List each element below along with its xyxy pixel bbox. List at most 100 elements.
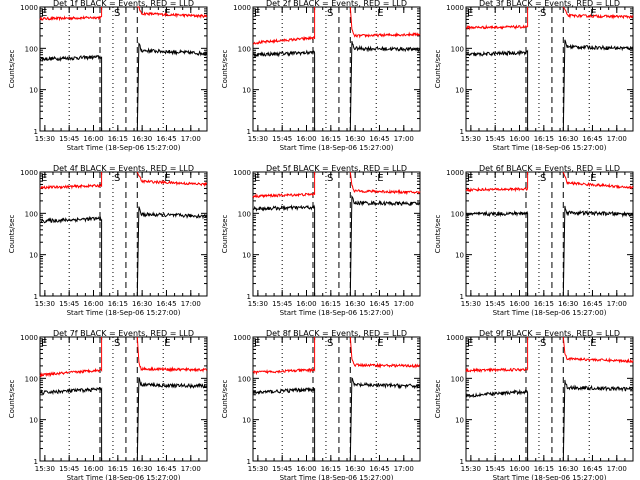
y-tick-label: 100	[25, 45, 38, 53]
lld-series-line	[252, 337, 316, 376]
y-axis-label: Counts/sec	[221, 50, 229, 89]
x-tick-label: 15:45	[59, 135, 79, 143]
lld-series-line-post	[349, 336, 420, 369]
panel-title: Det 8f BLACK = Events, RED = LLD	[266, 329, 407, 338]
marker-label-S: S	[327, 8, 333, 19]
x-axis-label: Start Time (18-Sep-06 15:27:00)	[493, 309, 607, 317]
marker-label-E: E	[41, 8, 47, 19]
y-tick-label: 10	[242, 87, 251, 95]
plot-frame	[252, 171, 421, 297]
lld-series-line-post	[136, 171, 208, 188]
x-tick-label: 17:00	[181, 135, 201, 143]
x-tick-label: 17:00	[607, 465, 627, 473]
lld-series-line-post	[562, 336, 634, 364]
x-axis-label: Start Time (18-Sep-06 15:27:00)	[280, 309, 394, 317]
x-tick-label: 17:00	[181, 465, 201, 473]
y-tick-label: 1	[34, 293, 38, 301]
plot-frame	[39, 171, 208, 297]
lld-series-line-post	[349, 171, 421, 196]
marker-label-S: S	[540, 8, 546, 19]
plot-frame	[252, 336, 421, 462]
marker-label-S: S	[327, 338, 333, 349]
x-tick-label: 15:45	[59, 300, 79, 308]
panel-title: Det 3f BLACK = Events, RED = LLD	[479, 0, 620, 8]
y-tick-label: 100	[238, 45, 251, 53]
marker-label-E: E	[467, 8, 473, 19]
y-tick-label: 1000	[446, 169, 464, 177]
x-tick-label: 16:30	[132, 465, 152, 473]
x-tick-label: 16:15	[321, 465, 341, 473]
marker-label-E: E	[377, 8, 383, 19]
marker-label-E: E	[590, 8, 596, 19]
lld-series-line	[465, 172, 529, 193]
x-tick-label: 16:45	[582, 135, 602, 143]
x-tick-label: 15:30	[35, 465, 55, 473]
y-tick-label: 10	[455, 417, 464, 425]
panel-det-6: Det 6f BLACK = Events, RED = LLD 1 10 100 10…	[434, 164, 634, 317]
x-tick-label: 16:00	[296, 465, 316, 473]
lld-series-line	[465, 7, 529, 31]
events-series-line-post	[349, 377, 420, 462]
panel-det-3: Det 3f BLACK = Events, RED = LLD 1 10 100 10…	[434, 0, 634, 152]
marker-label-E: E	[590, 173, 596, 184]
x-tick-label: 16:15	[108, 300, 128, 308]
x-tick-label: 15:30	[461, 135, 481, 143]
events-series-line-post	[562, 379, 634, 462]
y-tick-label: 10	[29, 417, 38, 425]
x-tick-label: 15:30	[35, 135, 55, 143]
marker-label-E: E	[164, 8, 170, 19]
events-series-line	[465, 49, 529, 131]
events-series-line	[252, 203, 316, 296]
x-tick-label: 16:15	[108, 465, 128, 473]
panel-title: Det 7f BLACK = Events, RED = LLD	[53, 329, 194, 338]
x-tick-label: 16:00	[509, 135, 529, 143]
plot-frame	[465, 171, 634, 297]
events-series-line	[39, 54, 103, 131]
x-axis-label: Start Time (18-Sep-06 15:27:00)	[280, 144, 394, 152]
panel-title: Det 6f BLACK = Events, RED = LLD	[479, 164, 620, 173]
panel-title: Det 5f BLACK = Events, RED = LLD	[266, 164, 407, 173]
y-axis-label: Counts/sec	[221, 380, 229, 419]
events-series-line	[252, 386, 316, 461]
x-tick-label: 15:30	[461, 300, 481, 308]
marker-label-S: S	[114, 8, 120, 19]
y-tick-label: 100	[451, 210, 464, 218]
x-tick-label: 15:45	[485, 135, 505, 143]
x-tick-label: 17:00	[394, 135, 414, 143]
y-tick-label: 10	[455, 252, 464, 260]
y-tick-label: 1	[460, 293, 464, 301]
marker-label-E: E	[590, 338, 596, 349]
y-tick-label: 1000	[446, 334, 464, 342]
panel-title: Det 1f BLACK = Events, RED = LLD	[53, 0, 194, 8]
lld-series-line	[252, 7, 316, 45]
x-tick-label: 16:00	[83, 465, 103, 473]
x-tick-label: 16:00	[83, 300, 103, 308]
marker-label-E: E	[254, 173, 260, 184]
y-axis-label: Counts/sec	[434, 380, 442, 419]
lld-series-line	[39, 337, 103, 378]
plot-frame	[465, 336, 634, 462]
x-tick-label: 16:45	[369, 465, 389, 473]
x-tick-label: 17:00	[607, 135, 627, 143]
events-series-line-post	[136, 42, 208, 132]
y-tick-label: 1	[247, 458, 251, 466]
x-axis-label: Start Time (18-Sep-06 15:27:00)	[493, 144, 607, 152]
panel-det-5: Det 5f BLACK = Events, RED = LLD 1 10 100 10…	[221, 164, 421, 317]
y-tick-label: 1000	[20, 169, 38, 177]
y-tick-label: 1000	[20, 4, 38, 12]
y-tick-label: 1000	[233, 334, 251, 342]
y-tick-label: 1	[460, 458, 464, 466]
x-tick-label: 17:00	[607, 300, 627, 308]
lld-series-line	[39, 7, 103, 22]
events-series-line-post	[349, 40, 421, 132]
x-tick-label: 16:30	[345, 135, 365, 143]
plot-frame	[39, 336, 208, 462]
y-tick-label: 1	[247, 128, 251, 136]
x-tick-label: 15:45	[485, 465, 505, 473]
y-axis-label: Counts/sec	[221, 215, 229, 254]
lld-series-line	[39, 172, 103, 190]
y-tick-label: 100	[25, 210, 38, 218]
marker-label-S: S	[114, 338, 120, 349]
y-axis-label: Counts/sec	[8, 380, 16, 419]
